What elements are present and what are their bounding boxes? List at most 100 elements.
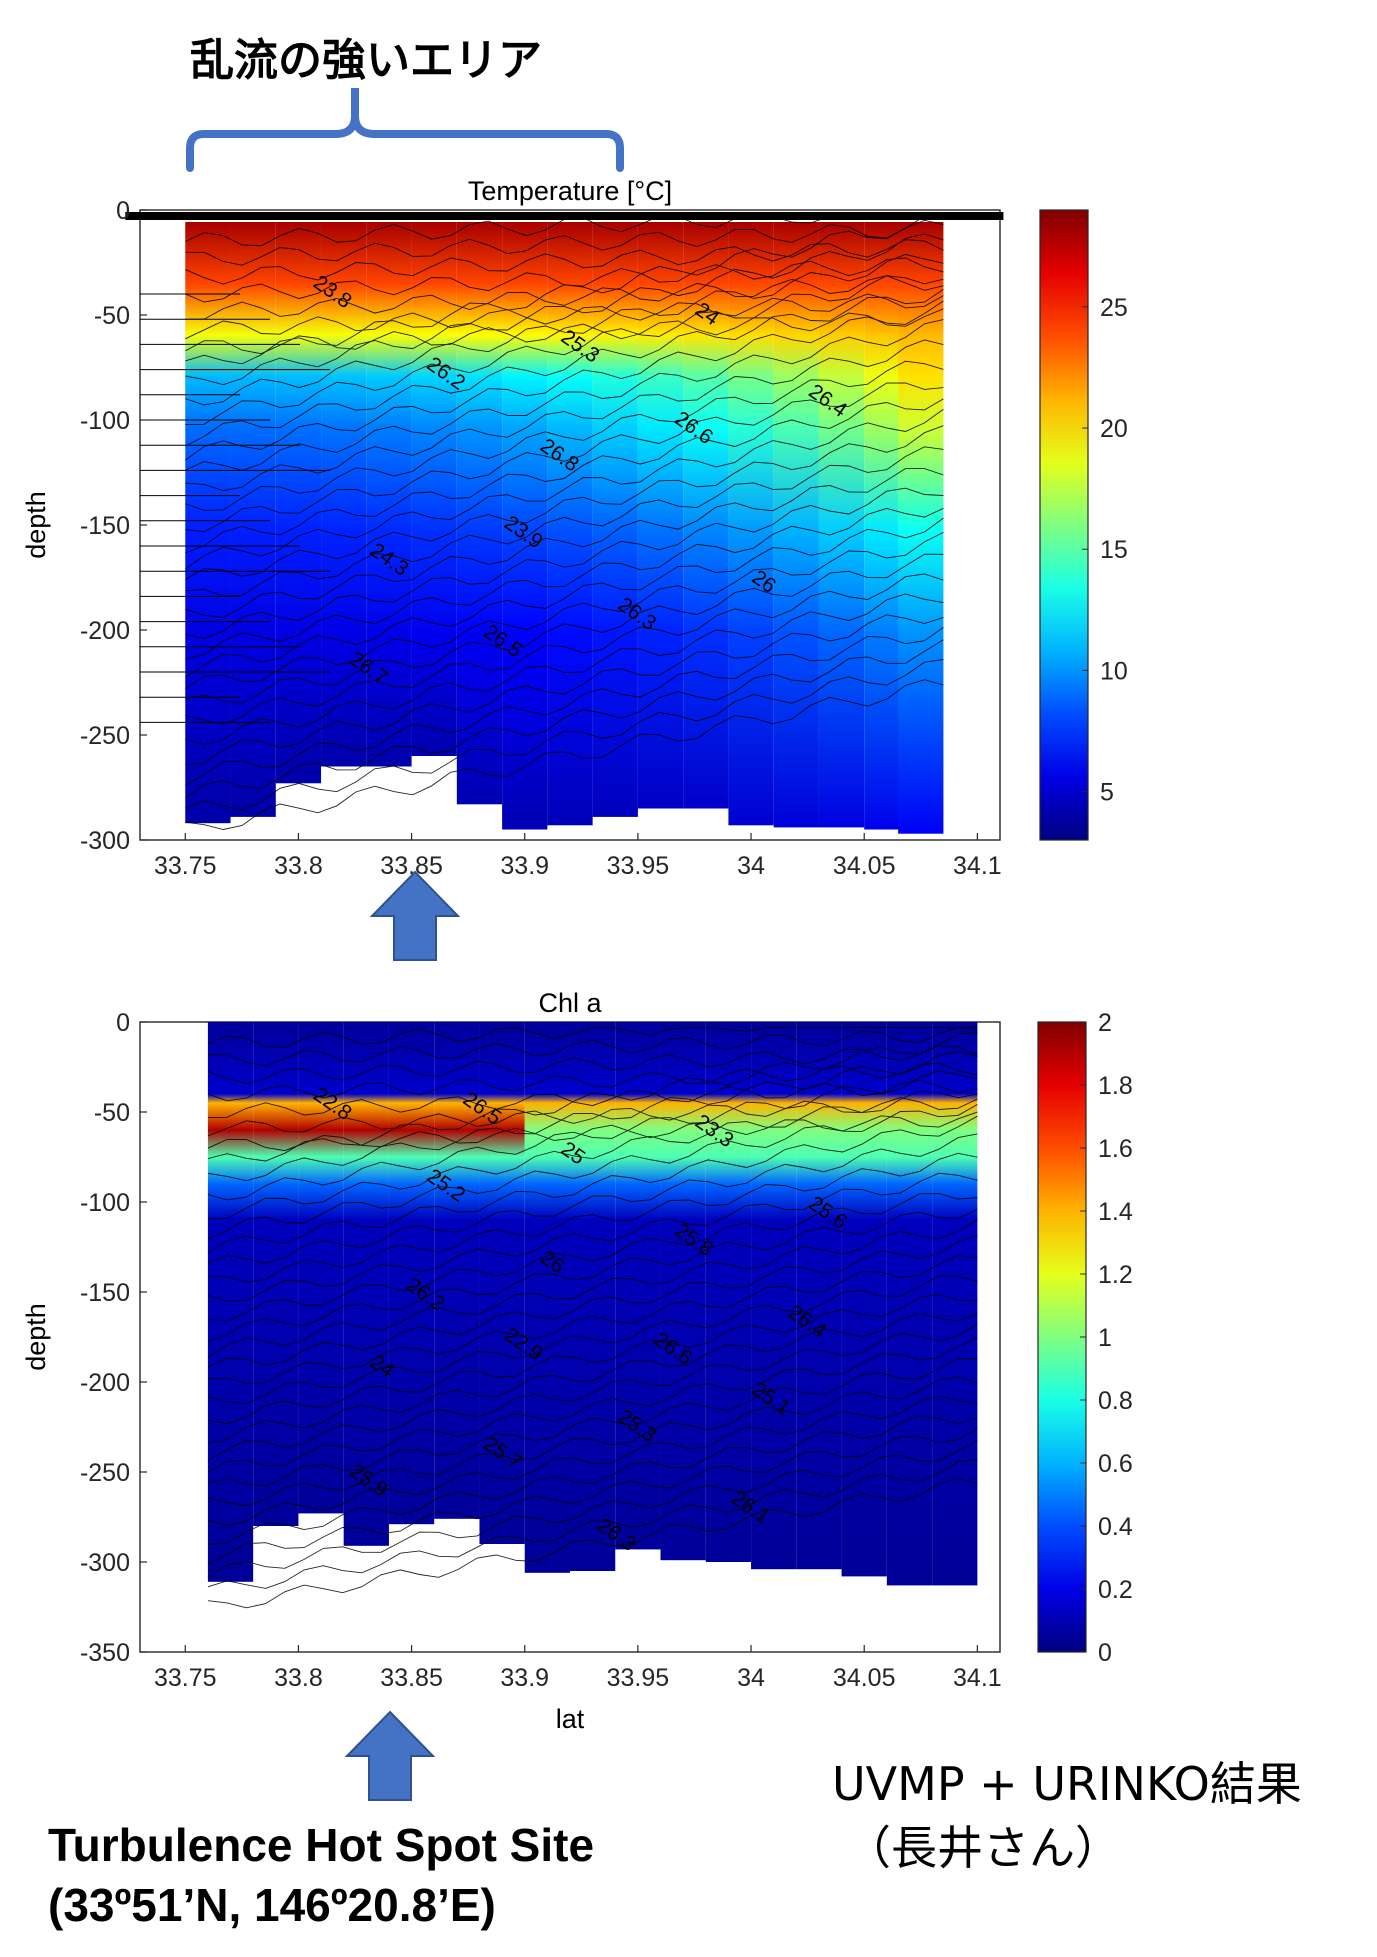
profile-column (796, 1022, 842, 1570)
y-tick-label: 0 (116, 197, 130, 225)
x-tick-label: 33.75 (154, 1664, 217, 1692)
x-tick-label: 33.8 (274, 852, 323, 880)
isopycnal-line (185, 593, 944, 746)
colorbar-tick-label: 0 (1098, 1639, 1112, 1667)
isopycnal-line (185, 614, 944, 766)
x-tick-label: 34 (737, 1664, 765, 1692)
turbulence-area-heading: 乱流の強いエリア (190, 35, 542, 86)
isopycnal-line (207, 1459, 978, 1589)
x-tick-label: 33.85 (380, 1664, 443, 1692)
isopycnal-line (185, 531, 944, 690)
y-tick-label: -50 (94, 302, 130, 330)
profile-column (524, 1022, 570, 1573)
isopycnal-line (207, 1090, 978, 1219)
isopycnal-line (185, 639, 944, 799)
isopycnal-line (207, 1357, 978, 1487)
isopycnal-line (207, 1152, 978, 1283)
y-tick-label: -200 (80, 1369, 130, 1397)
isopycnal-line (185, 553, 944, 704)
isopycnal-line (207, 1115, 978, 1254)
y-tick-label: 0 (116, 1009, 130, 1037)
y-tick-label: -350 (80, 1639, 130, 1667)
credit-note-author: （長井さん） (845, 1821, 1121, 1875)
up-arrow-icon (345, 1710, 435, 1801)
colorbar-scale (1037, 1021, 1087, 1653)
turbulence-area-bracket (186, 88, 624, 172)
noise-lines (140, 293, 330, 723)
y-tick-label: -100 (80, 407, 130, 435)
y-tick-label: -100 (80, 1189, 130, 1217)
isopycnal-line (207, 1097, 978, 1137)
profile-column (818, 222, 865, 828)
isopycnal-line (207, 1313, 978, 1444)
isopycnal-line (185, 275, 944, 320)
profile-column (615, 1022, 661, 1550)
x-axis-label: lat (556, 1704, 585, 1734)
colorbar-tick-label: 5 (1100, 779, 1114, 807)
isopycnal-line (207, 1255, 978, 1384)
y-axis-label: depth (21, 1303, 51, 1371)
isopycnal-line (185, 517, 944, 678)
colorbar: 0 0.2 0.4 0.6 0.8 1 1.2 1.4 1.6 1.8 2 (1037, 1009, 1133, 1667)
x-tick-label: 34 (737, 852, 765, 880)
isopycnal-line (207, 1427, 978, 1565)
x-tick-label: 34.05 (833, 852, 896, 880)
isopycnal-line (185, 219, 944, 266)
colorbar-tick-label: 1.2 (1098, 1261, 1133, 1289)
isopycnal-line (207, 1294, 978, 1425)
colorbar-tick-label: 2 (1098, 1009, 1112, 1037)
isopycnal-line (207, 1026, 978, 1048)
profile-column (388, 1022, 435, 1525)
colorbar-tick-label: 0.8 (1098, 1387, 1133, 1415)
profile-column (456, 222, 503, 805)
y-tick-label: -300 (80, 827, 130, 855)
isopycnal-line (185, 446, 944, 597)
profile-column (751, 1022, 797, 1570)
profile-column (898, 222, 944, 834)
profile-column (185, 222, 231, 824)
chart-title: Chl a (538, 988, 602, 1018)
x-axis: 33.75 33.8 33.85 33.9 33.95 34 34.05 34.1 (154, 833, 1002, 880)
profile-column (343, 1022, 389, 1546)
isopycnal-line (185, 627, 944, 786)
x-axis: 33.75 33.8 33.85 33.9 33.95 34 34.05 34.1 (154, 1645, 1002, 1692)
isopycnal-line (207, 1051, 978, 1182)
profile-column (728, 222, 774, 826)
profile-column (253, 1022, 299, 1526)
y-tick-label: -50 (94, 1099, 130, 1127)
isopycnal-line (207, 1104, 978, 1240)
isopycnal-line (185, 215, 944, 365)
isopycnal-line (207, 1478, 978, 1609)
surface-noise-band (125, 212, 1004, 220)
profile-column (841, 1022, 887, 1577)
profile-column (411, 222, 457, 756)
colorbar-tick-label: 20 (1100, 415, 1128, 443)
x-tick-label: 33.75 (154, 852, 217, 880)
isopycnal-line (207, 1337, 978, 1473)
isopycnal-line (207, 1415, 978, 1545)
profile-column (637, 222, 684, 809)
y-tick-label: -200 (80, 617, 130, 645)
y-axis-label: depth (21, 491, 51, 559)
x-tick-label: 33.95 (607, 1664, 670, 1692)
colorbar: 5 10 15 20 25 (1039, 209, 1128, 841)
profile-column (275, 222, 322, 784)
isopycnal-contours (207, 1026, 978, 1609)
profile-column (705, 1022, 752, 1562)
isopycnal-line (185, 293, 944, 340)
profile-column (298, 1022, 344, 1514)
x-tick-label: 33.8 (274, 1664, 323, 1692)
isopycnal-line (185, 408, 944, 570)
isopycnal-line (185, 507, 944, 660)
temperature-section-chart: Temperature [°C]23.823.92424.325.32626.2… (21, 176, 1128, 880)
isopycnal-line (185, 487, 944, 640)
colorbar-tick-label: 1.4 (1098, 1198, 1133, 1226)
isopycnal-line (185, 339, 944, 492)
y-tick-label: -250 (80, 722, 130, 750)
isopycnal-line (185, 253, 944, 406)
isopycnal-line (207, 1133, 978, 1264)
isopycnal-line (185, 319, 944, 471)
isopycnal-line (185, 308, 944, 355)
isopycnal-line (207, 1208, 978, 1342)
isopycnal-line (185, 382, 944, 533)
